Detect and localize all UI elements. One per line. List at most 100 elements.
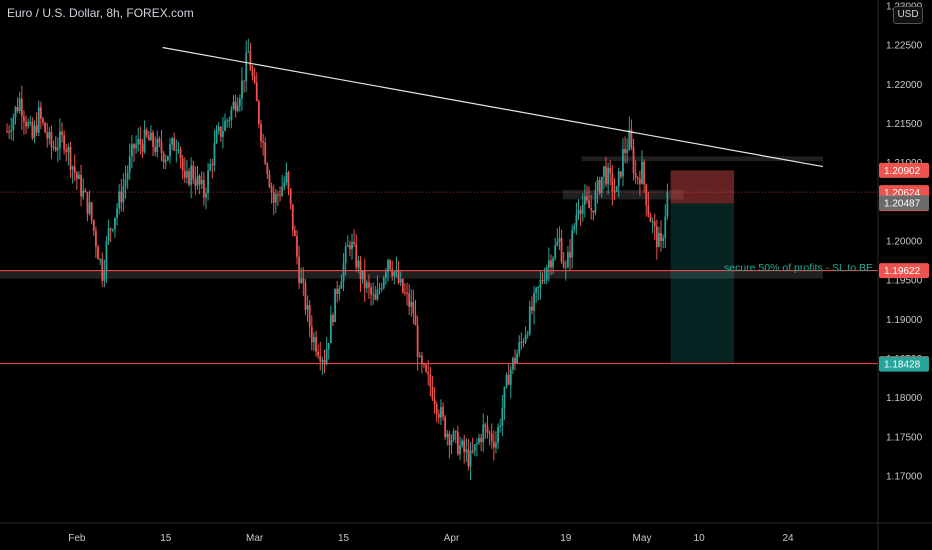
candle-body: [651, 221, 654, 223]
candle-body: [46, 132, 49, 139]
candle-body: [281, 187, 284, 196]
candle-body: [23, 116, 25, 122]
candle-body: [65, 149, 68, 152]
candle-body: [16, 106, 19, 112]
currency-badge[interactable]: USD: [893, 6, 923, 24]
candle-body: [452, 431, 455, 440]
candle-body: [643, 161, 646, 185]
candle-body: [329, 315, 332, 344]
candle-body: [603, 166, 605, 177]
candle-body: [632, 146, 635, 174]
candle-body: [444, 416, 447, 438]
candle-body: [495, 442, 497, 448]
price-tags: 1.209021.2062407:30:331.204871.196221.18…: [879, 162, 929, 372]
candle-body: [44, 122, 46, 133]
candle-body: [478, 437, 480, 443]
candle-body: [226, 120, 229, 122]
candle-body: [209, 164, 212, 171]
levels-layer: [0, 191, 878, 365]
candle-body: [480, 437, 483, 443]
candle-body: [492, 441, 495, 448]
candle-body: [37, 107, 40, 133]
short-position-tool[interactable]: [670, 170, 735, 364]
price-tag-label: 1.18428: [884, 360, 921, 371]
candle-body: [448, 433, 451, 446]
candle-body: [543, 279, 546, 281]
candle-body: [169, 144, 171, 156]
candle-body: [213, 142, 216, 166]
candle-body: [355, 243, 358, 268]
candle-body: [401, 278, 404, 293]
candle-body: [509, 369, 512, 385]
candle-body: [279, 194, 281, 196]
candle-body: [283, 182, 286, 188]
x-tick-label: May: [633, 533, 652, 544]
candle-body: [528, 306, 531, 334]
price-tag-label: 1.20902: [884, 166, 921, 177]
candle-body: [179, 149, 182, 159]
candle-body: [107, 228, 110, 241]
candle-body: [99, 259, 102, 261]
candle-body: [456, 431, 459, 455]
annotation-text[interactable]: secure 50% of profits - SL to BE: [724, 262, 873, 274]
candle-body: [18, 98, 21, 112]
candle-body: [626, 149, 629, 153]
candle-body: [101, 259, 104, 281]
candle-body: [617, 171, 620, 187]
candle-body: [224, 120, 226, 131]
candle-body: [194, 179, 197, 186]
candle-body: [128, 156, 131, 173]
candle-body: [564, 267, 567, 269]
candle-body: [255, 82, 258, 102]
candle-body: [380, 287, 383, 289]
candle-body: [175, 149, 178, 151]
candle-body: [660, 233, 662, 242]
stop-loss-zone[interactable]: [670, 170, 735, 204]
candle-body: [446, 433, 449, 438]
time-axis[interactable]: Feb 15 Mar 15 Apr 19 May 10 24: [68, 533, 794, 544]
candle-body: [116, 208, 118, 218]
candle-body: [14, 106, 17, 118]
candle-body: [368, 282, 370, 288]
candle-body: [164, 160, 167, 163]
candle-body: [71, 166, 74, 170]
y-tick-label: 1.17000: [886, 471, 923, 482]
x-tick-label: 15: [338, 533, 350, 544]
candle-body: [236, 105, 239, 111]
candle-body: [503, 386, 506, 409]
candle-body: [655, 226, 658, 248]
y-tick-label: 1.20000: [886, 236, 923, 247]
candle-body: [342, 263, 345, 282]
candle-body: [215, 131, 218, 143]
candle-body: [145, 129, 148, 136]
candle-body: [29, 121, 32, 123]
candle-body: [78, 174, 80, 180]
candle-body: [186, 171, 188, 178]
candle-body: [160, 142, 163, 154]
candle-body: [638, 178, 641, 184]
candle-body: [6, 131, 8, 133]
trendline[interactable]: [162, 46, 824, 168]
candle-body: [349, 245, 351, 250]
candle-body: [158, 138, 161, 143]
candle-body: [232, 101, 235, 109]
zone-rect[interactable]: [0, 270, 823, 279]
x-tick-label: Mar: [246, 533, 264, 544]
candle-body: [531, 306, 533, 311]
candle-body: [52, 146, 55, 148]
y-tick-label: 1.17500: [886, 432, 923, 443]
candle-body: [435, 404, 438, 414]
candle-body: [501, 408, 504, 426]
candle-body: [73, 166, 76, 173]
candle-body: [10, 130, 13, 132]
trendline-layer[interactable]: [162, 46, 824, 168]
candle-body: [42, 118, 44, 123]
candle-body: [173, 138, 176, 151]
x-tick-label: 24: [782, 533, 794, 544]
candle-body: [285, 172, 288, 183]
zone-rect[interactable]: [562, 190, 684, 200]
take-profit-zone[interactable]: [670, 203, 735, 364]
candle-body: [118, 191, 121, 209]
zone-rect[interactable]: [581, 156, 823, 162]
